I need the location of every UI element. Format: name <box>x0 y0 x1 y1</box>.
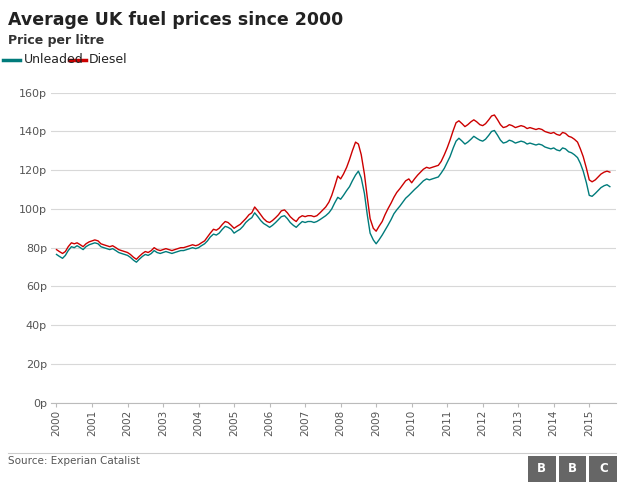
Text: Price per litre: Price per litre <box>8 34 104 47</box>
FancyBboxPatch shape <box>558 456 587 482</box>
Text: Source: Experian Catalist: Source: Experian Catalist <box>8 456 140 466</box>
Text: Average UK fuel prices since 2000: Average UK fuel prices since 2000 <box>8 11 343 29</box>
Text: C: C <box>599 462 608 475</box>
FancyBboxPatch shape <box>528 456 555 482</box>
Text: Diesel: Diesel <box>89 53 127 66</box>
Text: B: B <box>537 462 546 475</box>
FancyBboxPatch shape <box>590 456 617 482</box>
Text: Unleaded: Unleaded <box>24 53 83 66</box>
Text: B: B <box>568 462 577 475</box>
